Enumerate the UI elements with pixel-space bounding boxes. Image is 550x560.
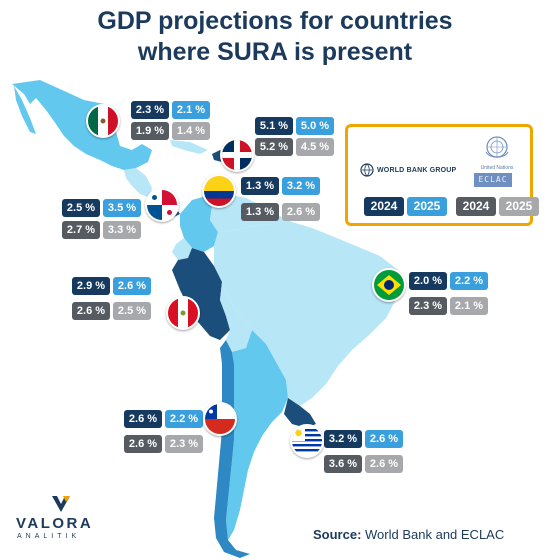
chile-eclac-2025: 2.3 % bbox=[165, 435, 203, 453]
dominican-eclac-pills: 5.2 % 4.5 % bbox=[255, 138, 334, 156]
uruguay-wb-2025: 2.6 % bbox=[365, 430, 403, 448]
panama-wb-2024: 2.5 % bbox=[62, 199, 100, 217]
mexico-eclac-2025: 1.4 % bbox=[172, 122, 210, 140]
map-peru bbox=[172, 248, 230, 340]
legend-eclac-years: 2024 2025 bbox=[456, 197, 539, 216]
brazil-wb-2025: 2.2 % bbox=[450, 272, 488, 290]
legend-eclac-2024: 2024 bbox=[456, 197, 496, 216]
title-line-2: where SURA is present bbox=[137, 38, 413, 66]
dominican-wb-2024: 5.1 % bbox=[255, 117, 293, 135]
panama-wb-pills: 2.5 % 3.5 % bbox=[62, 199, 141, 217]
peru-eclac-2024: 2.6 % bbox=[72, 302, 110, 320]
world-bank-logo: WORLD BANK GROUP bbox=[360, 163, 456, 177]
chile-eclac-2024: 2.6 % bbox=[124, 435, 162, 453]
source-legend: WORLD BANK GROUP United Nations ECLAC 20… bbox=[345, 124, 539, 226]
dominican-republic-flag-icon bbox=[220, 138, 254, 172]
un-logo: United Nations bbox=[472, 134, 522, 172]
panama-eclac-2025: 3.3 % bbox=[103, 221, 141, 239]
map-cuba bbox=[170, 140, 208, 154]
mexico-wb-2025: 2.1 % bbox=[172, 101, 210, 119]
colombia-wb-2024: 1.3 % bbox=[241, 177, 279, 195]
brand-name: VALORA bbox=[16, 515, 94, 532]
map-brazil bbox=[214, 214, 400, 406]
brazil-eclac-pills: 2.3 % 2.1 % bbox=[409, 297, 488, 315]
mexico-eclac-2024: 1.9 % bbox=[131, 122, 169, 140]
world-bank-label: WORLD BANK GROUP bbox=[377, 166, 457, 174]
mexico-flag-icon bbox=[86, 104, 120, 138]
uruguay-eclac-2025: 2.6 % bbox=[365, 455, 403, 473]
brazil-flag-icon bbox=[372, 268, 406, 302]
panama-flag-icon bbox=[145, 188, 179, 222]
legend-wb-2024: 2024 bbox=[364, 197, 404, 216]
chile-wb-2025: 2.2 % bbox=[165, 410, 203, 428]
uruguay-eclac-2024: 3.6 % bbox=[324, 455, 362, 473]
colombia-flag-icon bbox=[202, 174, 236, 208]
map-mexico bbox=[12, 80, 152, 170]
brazil-eclac-2024: 2.3 % bbox=[409, 297, 447, 315]
peru-eclac-pills: 2.6 % 2.5 % bbox=[72, 302, 151, 320]
legend-wb-2025: 2025 bbox=[407, 197, 447, 216]
dominican-wb-pills: 5.1 % 5.0 % bbox=[255, 117, 334, 135]
chile-eclac-pills: 2.6 % 2.3 % bbox=[124, 435, 203, 453]
chile-wb-2024: 2.6 % bbox=[124, 410, 162, 428]
mexico-eclac-pills: 1.9 % 1.4 % bbox=[131, 122, 210, 140]
legend-eclac-2025: 2025 bbox=[499, 197, 539, 216]
un-label: United Nations bbox=[480, 165, 514, 171]
chile-wb-pills: 2.6 % 2.2 % bbox=[124, 410, 203, 428]
map-uruguay bbox=[284, 398, 316, 428]
colombia-eclac-2025: 2.6 % bbox=[282, 203, 320, 221]
source-label: Source: bbox=[313, 527, 362, 542]
peru-eclac-2025: 2.5 % bbox=[113, 302, 151, 320]
map-colombia bbox=[180, 196, 218, 252]
brazil-eclac-2025: 2.1 % bbox=[450, 297, 488, 315]
dominican-wb-2025: 5.0 % bbox=[296, 117, 334, 135]
uruguay-wb-pills: 3.2 % 2.6 % bbox=[324, 430, 403, 448]
legend-wb-years: 2024 2025 bbox=[364, 197, 447, 216]
source-text: World Bank and ECLAC bbox=[361, 527, 505, 542]
page-title: GDP projections for countries where SURA… bbox=[0, 6, 550, 68]
valora-logo-icon bbox=[52, 496, 70, 512]
title-line-1: GDP projections for countries bbox=[97, 7, 453, 35]
map-ecuador bbox=[172, 238, 192, 260]
map-argentina bbox=[226, 330, 288, 540]
uruguay-wb-2024: 3.2 % bbox=[324, 430, 362, 448]
brand-subtitle: ANALITIK bbox=[17, 533, 81, 540]
colombia-eclac-2024: 1.3 % bbox=[241, 203, 279, 221]
source-note: Source: World Bank and ECLAC bbox=[313, 527, 504, 542]
map-baja bbox=[14, 86, 36, 134]
panama-eclac-2024: 2.7 % bbox=[62, 221, 100, 239]
eclac-label: ECLAC bbox=[474, 173, 512, 187]
mexico-wb-pills: 2.3 % 2.1 % bbox=[131, 101, 210, 119]
mexico-wb-2024: 2.3 % bbox=[131, 101, 169, 119]
panama-wb-2025: 3.5 % bbox=[103, 199, 141, 217]
dominican-eclac-2025: 4.5 % bbox=[296, 138, 334, 156]
colombia-eclac-pills: 1.3 % 2.6 % bbox=[241, 203, 320, 221]
panama-eclac-pills: 2.7 % 3.3 % bbox=[62, 221, 141, 239]
un-emblem-icon bbox=[485, 136, 509, 158]
uruguay-flag-icon bbox=[290, 424, 324, 458]
colombia-wb-pills: 1.3 % 3.2 % bbox=[241, 177, 320, 195]
chile-flag-icon bbox=[203, 402, 237, 436]
map-central-america bbox=[124, 168, 152, 198]
peru-wb-pills: 2.9 % 2.6 % bbox=[72, 277, 151, 295]
dominican-eclac-2024: 5.2 % bbox=[255, 138, 293, 156]
colombia-wb-2025: 3.2 % bbox=[282, 177, 320, 195]
map-bolivia bbox=[220, 282, 252, 352]
brazil-wb-2024: 2.0 % bbox=[409, 272, 447, 290]
peru-wb-2025: 2.6 % bbox=[113, 277, 151, 295]
map-chile bbox=[214, 340, 250, 558]
world-bank-globe-icon bbox=[360, 163, 374, 177]
uruguay-eclac-pills: 3.6 % 2.6 % bbox=[324, 455, 403, 473]
peru-wb-2024: 2.9 % bbox=[72, 277, 110, 295]
peru-flag-icon bbox=[166, 296, 200, 330]
brazil-wb-pills: 2.0 % 2.2 % bbox=[409, 272, 488, 290]
